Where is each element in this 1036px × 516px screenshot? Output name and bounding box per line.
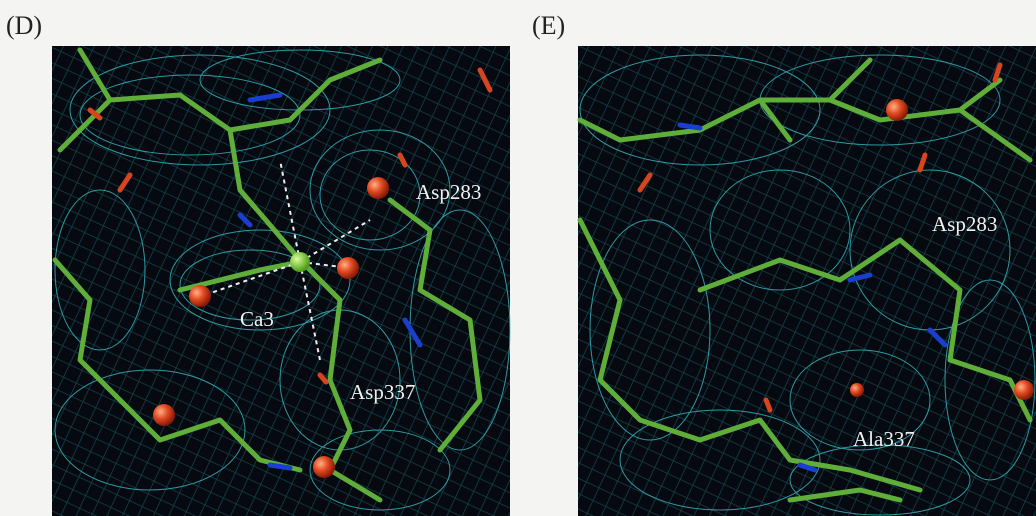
annotation: Asp283 <box>416 180 481 204</box>
panel-d: Asp283 Ca3 Asp337 <box>52 46 510 516</box>
annotation: Ala337 <box>853 427 915 451</box>
panel-e: Asp283 Ala337 <box>578 46 1036 516</box>
annotation: Asp337 <box>350 380 415 404</box>
annotation: Asp283 <box>932 212 997 236</box>
panel-label: (E) <box>532 11 565 40</box>
figure: (D) (E) Asp283 Ca3 Asp337 <box>0 0 1036 516</box>
panel-label: (D) <box>6 11 42 40</box>
annotation: Ca3 <box>240 307 274 331</box>
